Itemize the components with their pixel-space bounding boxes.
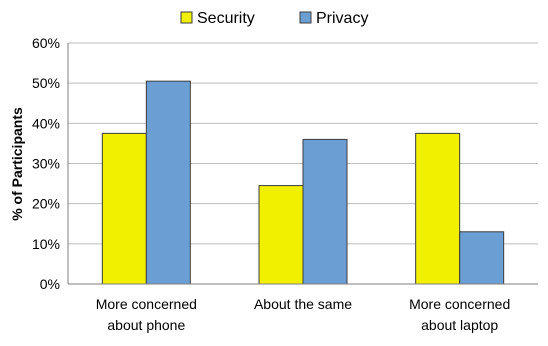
bar-privacy-3 <box>459 231 505 285</box>
bars <box>101 80 505 285</box>
category-label-1-line-2: about phone <box>107 317 185 333</box>
legend-label-privacy: Privacy <box>316 10 368 27</box>
category-labels: More concerned about phone About the same M… <box>96 296 511 333</box>
legend-swatch-security <box>180 11 193 24</box>
y-tick-label-0: 0% <box>40 276 60 292</box>
y-tick-label-10: 10% <box>32 236 60 252</box>
legend-label-security: Security <box>197 10 255 27</box>
y-tick-label-40: 40% <box>32 115 60 131</box>
bar-security-1 <box>101 132 147 285</box>
y-tick-label-60: 60% <box>32 35 60 51</box>
legend-swatch-privacy <box>299 11 312 24</box>
category-label-3-line-1: More concerned <box>409 296 510 312</box>
axes <box>67 43 538 285</box>
y-tick-label-30: 30% <box>32 156 60 172</box>
bar-security-3 <box>415 132 461 285</box>
legend: Security Privacy <box>180 10 368 27</box>
category-label-1-line-1: More concerned <box>96 296 197 312</box>
y-tick-label-50: 50% <box>32 75 60 91</box>
bar-privacy-1 <box>145 80 191 285</box>
bar-privacy-2 <box>302 138 348 285</box>
category-label-2-line-1: About the same <box>254 296 352 312</box>
y-tick-label-20: 20% <box>32 196 60 212</box>
category-label-3-line-2: about laptop <box>421 317 498 333</box>
bar-security-2 <box>258 185 304 285</box>
y-tick-labels: 0% 10% 20% 30% 40% 50% 60% <box>32 35 60 292</box>
y-axis-title: % of Participants <box>9 107 25 221</box>
